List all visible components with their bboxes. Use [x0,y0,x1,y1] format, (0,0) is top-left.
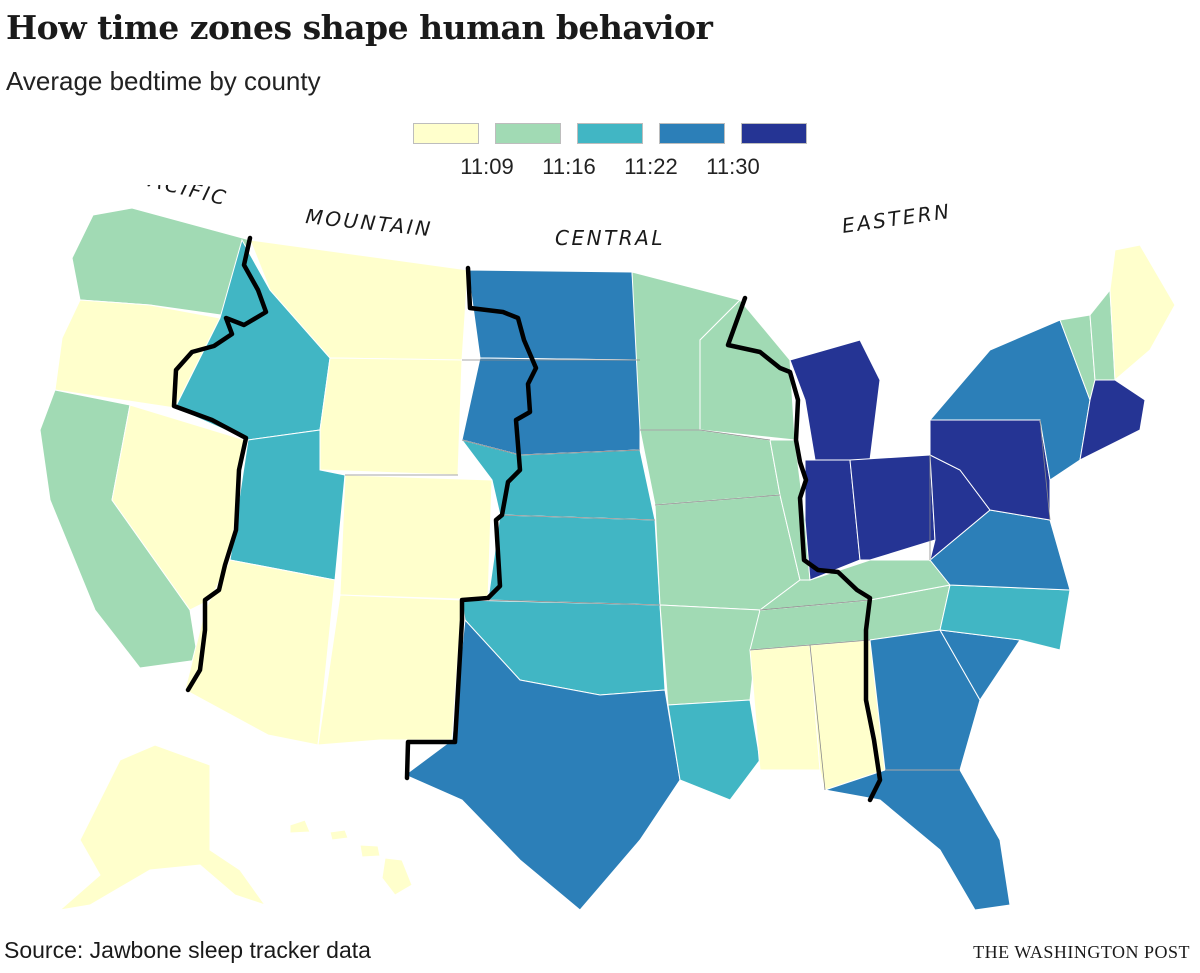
region-alaska [58,744,267,911]
legend-label-4: 11:30 [706,154,760,179]
legend-swatch-4 [659,123,725,144]
region-ohio [849,454,936,561]
region-missouri [654,494,801,611]
region-kansas [487,514,661,606]
region-georgia [869,629,981,771]
central-eastern-boundary [725,295,883,803]
region-maine [1109,244,1176,382]
time-zone-labels: PACIFIC MOUNTAIN CENTRAL EASTERN [134,185,953,250]
zone-label-eastern: EASTERN [840,199,953,238]
region-mississippi [749,644,821,771]
region-michigan [789,339,881,461]
region-north-dakota [467,269,641,361]
region-arkansas [659,604,761,706]
region-florida [824,769,1011,911]
region-wisconsin [699,299,796,441]
legend: 11:09 11:16 11:22 11:30 [413,123,813,183]
region-colorado [339,474,493,601]
legend-swatch-5 [741,123,807,144]
legend-swatch-2 [495,123,561,144]
region-louisiana [667,699,761,801]
legend-label-1: 11:09 [460,154,514,179]
zone-label-pacific: PACIFIC [134,185,231,210]
us-county-map: PACIFIC MOUNTAIN CENTRAL EASTERN [39,185,1176,911]
pacific-mountain-boundary [171,235,269,693]
source-note: Source: Jawbone sleep tracker data [4,937,371,963]
time-zone-boundaries [171,235,883,803]
zone-label-mountain: MOUNTAIN [304,204,433,241]
region-iowa [639,429,781,506]
region-new-england-south [1079,379,1146,461]
mountain-central-boundary [404,265,539,781]
legend-label-2: 11:16 [542,154,596,179]
legend-swatch-3 [577,123,643,144]
region-north-carolina [939,584,1071,651]
region-hawaii [289,819,413,896]
legend-swatch-1 [413,123,479,144]
map-title: How time zones shape human behavior [6,8,713,47]
region-south-dakota [461,357,641,456]
county-regions [39,207,1176,911]
publisher-credit: THE WASHINGTON POST [973,942,1190,962]
region-wyoming [319,357,463,476]
region-new-mexico [317,594,463,746]
region-texas [404,618,681,911]
map-subtitle: Average bedtime by county [6,66,321,96]
region-washington [71,207,251,319]
legend-label-3: 11:22 [624,154,678,179]
zone-label-central: CENTRAL [555,226,665,250]
